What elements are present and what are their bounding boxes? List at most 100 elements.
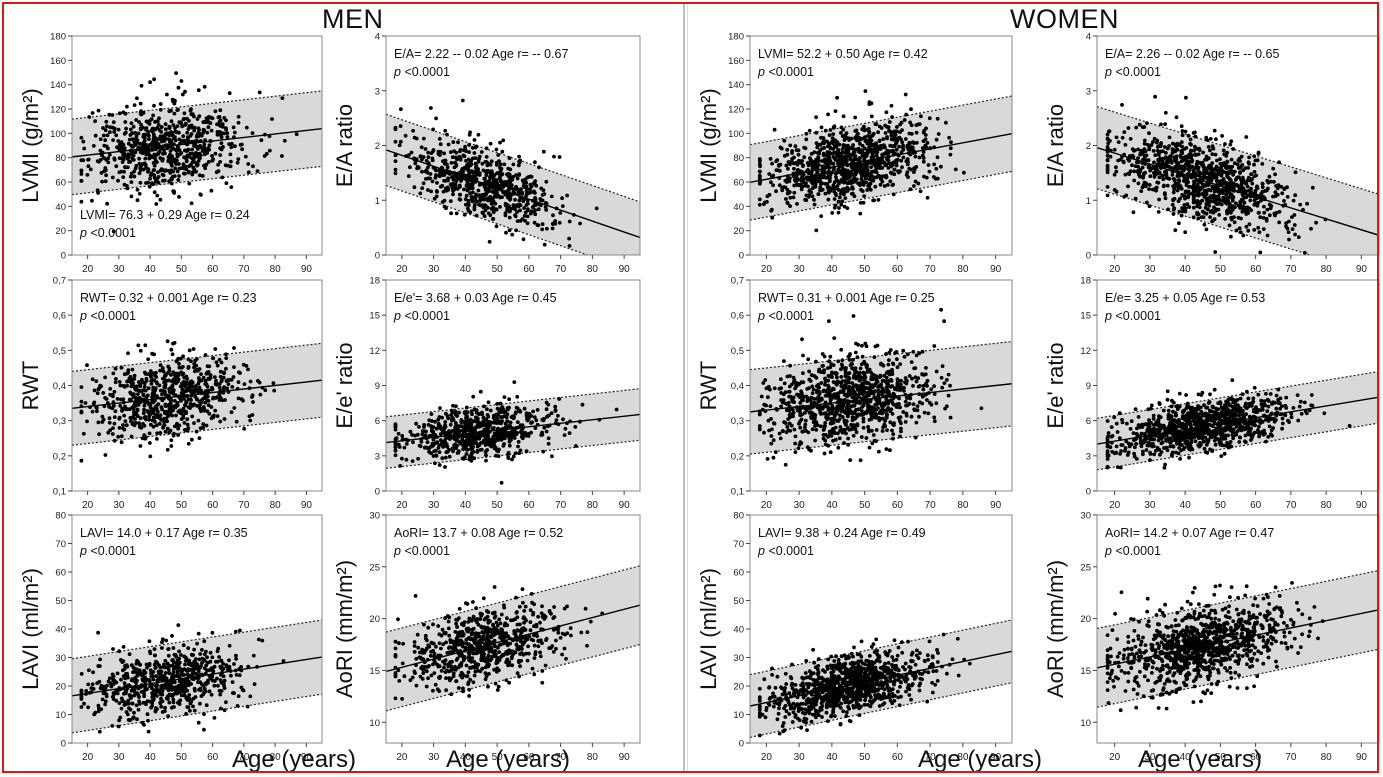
men-lavi-point	[171, 700, 176, 705]
men-aori-point	[466, 682, 470, 686]
men-lvmi-point	[128, 174, 133, 179]
men-rwt-point	[179, 411, 184, 416]
men-lavi-point	[202, 727, 206, 732]
men-lvmi-point	[175, 154, 180, 159]
men-aori-point	[450, 639, 455, 644]
men-lvmi-point	[122, 182, 127, 187]
women-lvmi-point	[918, 189, 923, 194]
men-ea-point	[487, 239, 492, 244]
men-ee-xtick-label: 80	[587, 500, 599, 511]
men-aori-point	[528, 628, 533, 633]
men-lavi-point	[193, 688, 197, 693]
men-lavi-point	[203, 689, 208, 694]
men-ee-point	[544, 429, 549, 434]
men-lvmi-ytick-label: 100	[50, 129, 66, 140]
men-lavi-point	[153, 653, 158, 658]
men-ea-point	[419, 145, 424, 150]
men-rwt-point	[120, 406, 125, 411]
men-rwt-point	[79, 458, 84, 463]
men-lvmi-point	[137, 191, 142, 196]
men-aori-p-value: p <0.0001	[393, 544, 450, 558]
men-lvmi-point	[225, 135, 230, 139]
men-rwt-point	[172, 399, 177, 403]
men-aori-point	[421, 671, 426, 675]
men-lavi-point	[151, 677, 156, 682]
men-rwt-xtick-label: 20	[82, 500, 94, 511]
men-lvmi-point	[165, 92, 169, 97]
men-lvmi-point	[101, 126, 105, 130]
men-aori-point	[437, 689, 442, 693]
men-ee-xtick-label: 50	[492, 500, 504, 511]
men-lvmi-point	[90, 111, 95, 115]
men-lavi-point	[192, 647, 197, 652]
men-lavi-point	[208, 659, 213, 664]
men-ea-point	[482, 176, 487, 181]
men-aori-point	[443, 616, 447, 620]
women-lvmi-point	[935, 116, 940, 121]
men-ea-point	[434, 168, 438, 173]
men-lavi-point	[236, 694, 241, 698]
men-aori-point	[473, 637, 477, 642]
men-lavi-point	[260, 638, 265, 643]
men-aori-point	[532, 633, 536, 638]
men-rwt-point	[110, 432, 115, 436]
men-aori-point	[480, 666, 485, 671]
men-lvmi-xtick-label: 40	[145, 264, 157, 275]
men-rwt-point	[226, 378, 230, 382]
men-rwt-point	[211, 415, 216, 419]
men-aori-point	[467, 616, 472, 621]
men-lavi-point	[130, 701, 135, 706]
men-ea-point	[537, 165, 541, 170]
men-rwt-point	[197, 436, 202, 440]
men-rwt-point	[125, 379, 129, 384]
men-rwt-point	[146, 357, 151, 362]
men-rwt-point	[122, 384, 127, 389]
men-lavi-point	[162, 665, 166, 669]
men-lvmi-point	[189, 156, 194, 161]
men-ea-point	[491, 217, 496, 221]
men-ea-point	[442, 204, 447, 209]
women-lvmi-point	[823, 128, 828, 133]
men-aori-point	[497, 617, 502, 622]
men-lavi-point	[127, 718, 132, 722]
men-ea-point	[443, 158, 448, 163]
men-lvmi-point	[172, 101, 177, 106]
men-lvmi-point	[196, 88, 201, 93]
men-lavi-point	[181, 673, 185, 677]
men-lavi-point	[148, 649, 152, 654]
men-lavi-point	[219, 659, 224, 663]
men-ea-point	[492, 173, 497, 178]
women-lvmi-point	[912, 184, 916, 188]
men-lvmi-point	[96, 108, 101, 113]
men-aori-point	[536, 614, 540, 619]
men-lavi-p-value: p <0.0001	[79, 544, 136, 558]
women-lvmi-point	[865, 188, 870, 192]
women-lvmi-point	[880, 166, 885, 170]
men-aori-point	[528, 608, 533, 613]
men-aori-point	[538, 620, 542, 625]
men-rwt-point	[214, 378, 218, 383]
men-rwt-point	[112, 421, 117, 426]
men-ea-point	[418, 191, 423, 196]
men-ea-point	[543, 205, 548, 210]
women-lvmi-point	[807, 128, 812, 133]
men-lvmi-point	[168, 152, 172, 157]
men-lvmi-point	[228, 152, 233, 157]
men-rwt-point	[153, 405, 158, 410]
men-ee-p-value: p <0.0001	[393, 309, 450, 323]
men-lvmi-point	[128, 133, 133, 137]
men-lavi-point	[144, 702, 148, 707]
men-aori-point	[424, 665, 429, 669]
women-lvmi-point	[934, 137, 939, 142]
men-ea-point	[468, 186, 473, 191]
men-lavi-point	[79, 672, 84, 676]
men-ea-point	[503, 192, 508, 197]
men-lvmi-point	[218, 108, 223, 113]
men-ee-point	[454, 438, 459, 443]
men-rwt-point	[158, 431, 163, 435]
men-ee-point	[512, 380, 517, 384]
men-rwt-point	[129, 434, 134, 439]
men-lavi-point	[173, 653, 178, 658]
men-aori-point	[457, 607, 462, 611]
men-ea-ytick-label: 2	[375, 141, 380, 152]
